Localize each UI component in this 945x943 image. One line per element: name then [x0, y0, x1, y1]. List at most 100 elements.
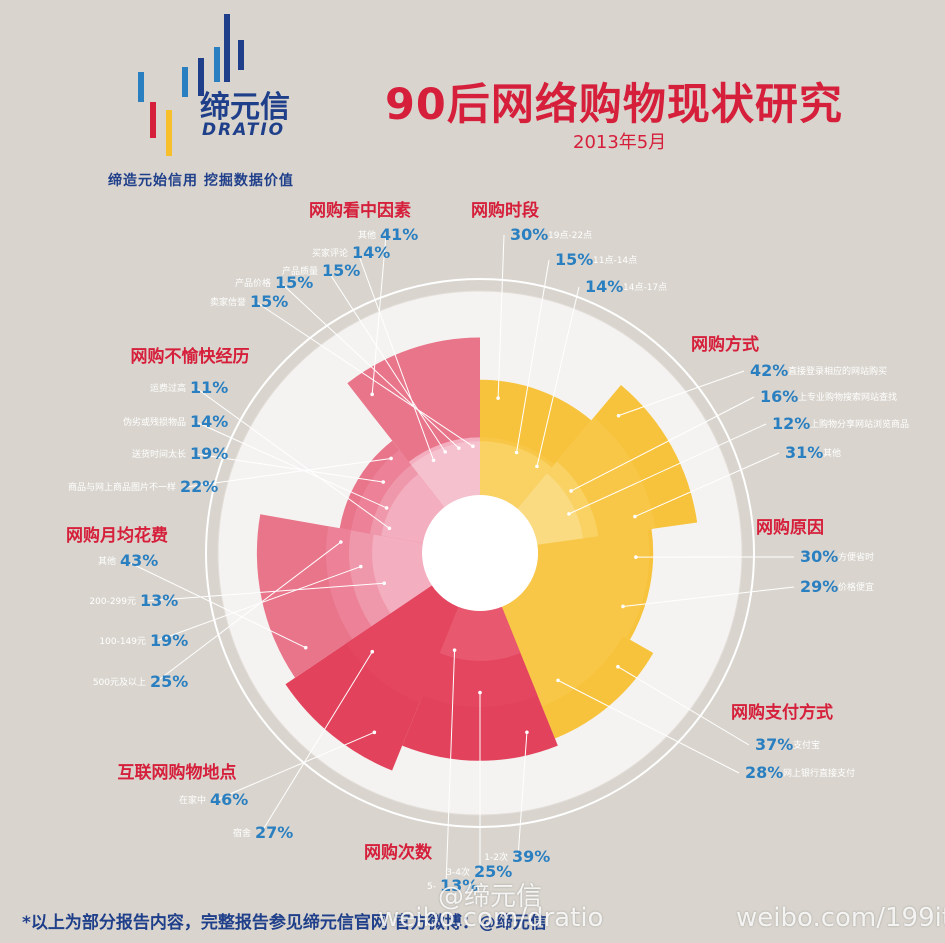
- group-title: 网购方式: [691, 334, 759, 355]
- chart-bar-segment: [345, 585, 459, 703]
- data-label: 11点-14点: [593, 255, 637, 266]
- logo: 缔元信 DRATIO: [130, 12, 330, 162]
- leader-line: [497, 234, 505, 399]
- weibo-watermark-url: weibo.com/dratio: [378, 903, 604, 933]
- leader-line: [185, 457, 392, 488]
- chart-bar-segment: [411, 441, 480, 508]
- leader-line: [357, 252, 435, 461]
- leader-line: [125, 560, 306, 649]
- data-value: 31%: [785, 443, 823, 462]
- leader-dot: [443, 450, 447, 454]
- leader-dot: [471, 444, 475, 449]
- data-label: 500元及以上: [93, 677, 146, 688]
- leader-line: [255, 301, 474, 447]
- leader-dot: [387, 526, 392, 531]
- leader-line: [260, 651, 373, 834]
- leader-line: [622, 586, 795, 607]
- chart-bar-segment: [439, 606, 521, 661]
- leader-line: [445, 650, 456, 887]
- footer-note: *以上为部分报告内容，完整报告参见缔元信官网 官方微博：@缔元信: [22, 913, 547, 933]
- page-title: 90后网络购物现状研究: [385, 80, 843, 130]
- leader-dot: [339, 540, 343, 544]
- leader-dot: [384, 506, 389, 510]
- data-value: 19%: [190, 444, 228, 463]
- leader-line: [371, 234, 387, 395]
- leader-line: [280, 282, 460, 449]
- brand-name-en: DRATIO: [202, 120, 286, 140]
- data-value: 15%: [555, 250, 593, 269]
- data-value: 43%: [120, 551, 158, 570]
- data-value: 22%: [180, 477, 218, 496]
- leader-line: [634, 452, 780, 517]
- leader-dot: [370, 649, 375, 654]
- leader-line: [618, 370, 745, 417]
- group-title: 网购看中因素: [309, 200, 411, 221]
- leader-dot: [452, 648, 457, 652]
- leader-dot: [303, 645, 308, 650]
- data-label: 100-149元: [99, 637, 146, 647]
- leader-dot: [634, 555, 638, 559]
- data-label: 方便省时: [838, 551, 874, 563]
- leader-dot: [358, 564, 363, 569]
- leader-line: [155, 566, 361, 642]
- leader-dot: [389, 456, 393, 461]
- chart-bar-segment: [501, 582, 624, 707]
- data-label: 其他: [823, 447, 841, 459]
- data-label: 上专业购物搜索网站查找: [798, 391, 897, 403]
- data-label: 网上银行直接支付: [783, 767, 855, 779]
- group-title: 网购时段: [471, 200, 539, 221]
- report-date: 2013年5月: [573, 132, 667, 153]
- leader-dot: [633, 514, 637, 519]
- data-value: 19%: [150, 631, 188, 650]
- leader-line: [145, 582, 385, 602]
- leader-dot: [567, 512, 571, 516]
- data-value: 30%: [510, 225, 548, 244]
- data-value: 42%: [750, 361, 788, 380]
- leader-dot: [621, 604, 625, 609]
- group-title: 网购支付方式: [731, 702, 833, 723]
- leader-dot: [370, 392, 374, 397]
- data-label: 支付宝: [793, 739, 820, 751]
- data-value: 28%: [745, 763, 783, 782]
- data-value: 13%: [440, 876, 478, 895]
- data-label: 伪劣或残损物品: [123, 416, 186, 428]
- leader-line: [327, 270, 446, 453]
- data-value: 25%: [474, 862, 512, 881]
- data-value: 15%: [275, 273, 313, 292]
- chart-bar-segment: [530, 529, 650, 638]
- data-label: 3-4次: [446, 866, 470, 878]
- leader-dot: [569, 489, 573, 493]
- leader-dot: [514, 450, 519, 455]
- leader-dot: [535, 464, 539, 469]
- data-label: 卖家信誉: [210, 296, 246, 308]
- leader-dot: [525, 730, 529, 735]
- leader-line: [517, 732, 528, 858]
- leader-dot: [381, 480, 386, 484]
- leader-dot: [431, 458, 436, 463]
- data-value: 39%: [512, 847, 550, 866]
- chart-bar-segment: [381, 474, 445, 543]
- leader-line: [568, 423, 767, 515]
- leader-dot: [556, 678, 560, 683]
- data-label: 宿舍: [233, 827, 251, 839]
- data-label: 送货时间太长: [132, 448, 186, 460]
- leader-dot: [616, 664, 620, 669]
- data-value: 27%: [255, 823, 293, 842]
- site-watermark: weibo.com/199it: [736, 903, 945, 933]
- data-label: 商品与网上商品图片不一样: [68, 481, 176, 493]
- group-title: 互联网购物地点: [118, 762, 237, 783]
- data-label: 1-2次: [484, 851, 508, 863]
- data-label: 5-: [427, 882, 436, 892]
- data-value: 14%: [585, 277, 623, 296]
- data-value: 29%: [800, 577, 838, 596]
- data-label: 买家评论: [312, 247, 348, 259]
- data-label: 直接登录相应的网站购买: [788, 365, 887, 377]
- data-value: 41%: [380, 225, 418, 244]
- leader-line: [617, 666, 750, 746]
- data-value: 14%: [352, 243, 390, 262]
- data-label: 运费过高: [150, 382, 186, 394]
- chart-bar-segment: [480, 441, 552, 509]
- data-label: 在家中: [179, 794, 206, 806]
- leader-line: [557, 679, 740, 774]
